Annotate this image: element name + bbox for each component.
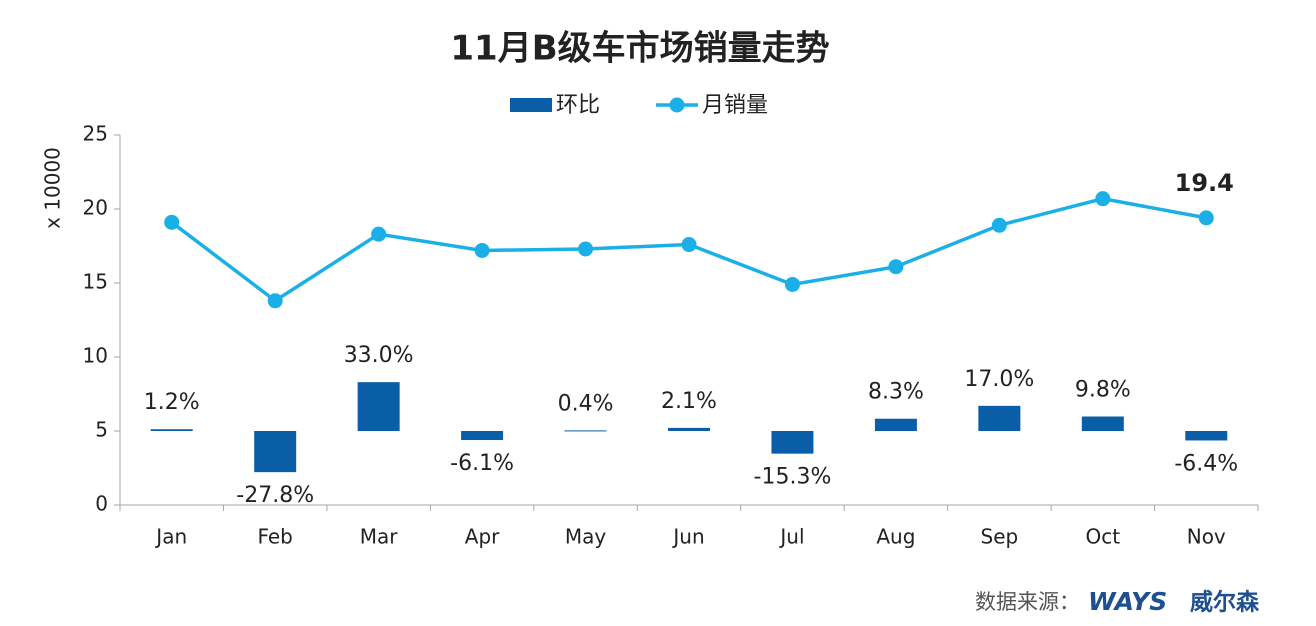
bar xyxy=(1081,416,1124,431)
x-tick-label: Mar xyxy=(360,525,399,549)
bar-value-label: 0.4% xyxy=(558,391,614,416)
bar xyxy=(978,405,1021,431)
x-tick-label: Sep xyxy=(981,525,1019,549)
line-point xyxy=(991,217,1007,233)
logo-cn: 威尔森 xyxy=(1190,589,1260,616)
bar-value-label: -15.3% xyxy=(754,465,832,490)
x-tick-label: May xyxy=(565,525,607,549)
logo: WAYS xyxy=(1088,587,1167,616)
bar-value-label: 8.3% xyxy=(868,380,924,405)
x-tick-label: Jan xyxy=(154,525,187,549)
x-tick-label: Jul xyxy=(778,525,804,549)
line-point xyxy=(1095,191,1111,207)
legend-label: 月销量 xyxy=(702,93,768,118)
y-axis-label: x 10000 xyxy=(41,147,65,229)
x-tick-label: Aug xyxy=(876,525,915,549)
line-point xyxy=(371,226,387,242)
bar-value-label: -6.4% xyxy=(1174,451,1238,476)
line-point xyxy=(578,241,594,257)
bar xyxy=(874,418,917,431)
bar xyxy=(1185,431,1228,441)
bar-value-label: -6.1% xyxy=(450,451,514,476)
y-tick-label: 25 xyxy=(83,122,108,146)
x-tick-label: Nov xyxy=(1187,525,1226,549)
y-tick-label: 0 xyxy=(95,492,108,516)
line-point xyxy=(784,276,800,292)
chart-title: 11月B级车市场销量走势 xyxy=(450,29,829,69)
line-value-label: 19.4 xyxy=(1175,169,1234,197)
line-point xyxy=(1198,210,1214,226)
bar xyxy=(771,431,814,454)
bar xyxy=(668,427,710,431)
bar xyxy=(357,382,400,431)
x-tick-label: Jun xyxy=(671,525,704,549)
line-point xyxy=(474,242,490,258)
line-point xyxy=(267,293,283,309)
x-tick-label: Feb xyxy=(257,525,292,549)
y-tick-label: 5 xyxy=(95,418,108,442)
bar xyxy=(254,431,297,473)
bar xyxy=(564,430,607,432)
legend-swatch xyxy=(510,98,552,112)
bar-value-label: -27.8% xyxy=(236,483,314,508)
bar-value-label: 2.1% xyxy=(661,389,717,414)
legend-swatch xyxy=(669,97,685,113)
source-label: 数据来源： xyxy=(975,590,1080,614)
x-tick-label: Apr xyxy=(465,525,500,549)
legend-label: 环比 xyxy=(556,93,600,118)
bar-value-label: 17.0% xyxy=(964,367,1034,392)
y-tick-label: 10 xyxy=(83,344,108,368)
bar xyxy=(150,429,193,431)
x-tick-label: Oct xyxy=(1086,525,1121,549)
bar-value-label: 1.2% xyxy=(144,390,200,415)
bar-value-label: 33.0% xyxy=(344,343,414,368)
line-point xyxy=(164,214,180,230)
line-point xyxy=(681,237,697,253)
y-tick-label: 15 xyxy=(83,270,108,294)
bar-value-label: 9.8% xyxy=(1075,377,1131,402)
bar xyxy=(461,431,504,441)
line-point xyxy=(888,259,904,275)
y-tick-label: 20 xyxy=(83,196,108,220)
